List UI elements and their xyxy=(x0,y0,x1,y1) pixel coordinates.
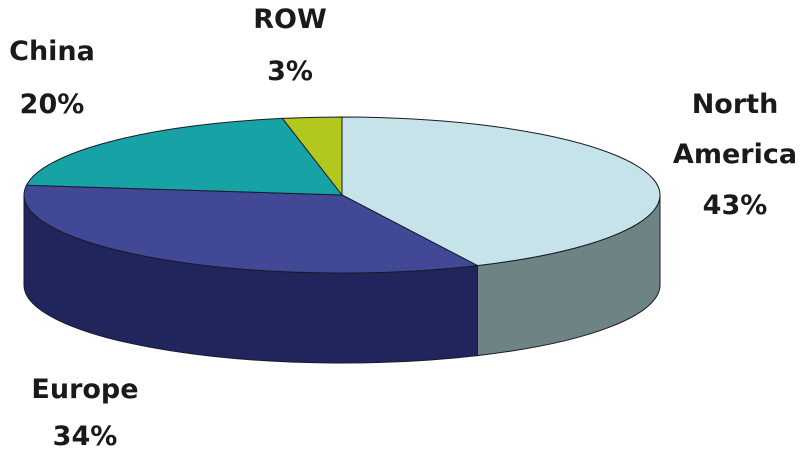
pie-tops xyxy=(23,116,661,274)
pie-slice-china xyxy=(25,117,344,196)
pie-slice-europe xyxy=(23,184,480,274)
pie-slice-row xyxy=(281,116,343,197)
slice-value-europe: 34% xyxy=(53,421,118,452)
pie-slice-north-america xyxy=(341,116,661,267)
slice-value-row: 3% xyxy=(267,56,313,87)
slice-label-row: ROW xyxy=(253,4,327,35)
slice-value-north-america: 43% xyxy=(703,190,768,221)
slice-label-europe: Europe xyxy=(31,374,138,405)
slice-label-north-america-line1: North xyxy=(692,89,779,120)
slice-label-china: China xyxy=(9,36,95,67)
slice-label-north-america-line2: America xyxy=(673,139,797,170)
slice-value-china: 20% xyxy=(20,89,85,120)
